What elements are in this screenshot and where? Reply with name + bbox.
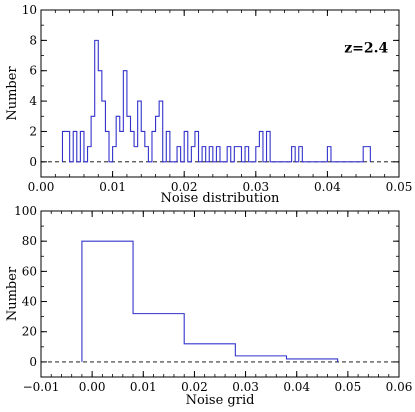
p0-x-tick-label: 0.03	[242, 180, 269, 194]
p0-y-tick-label: 10	[22, 3, 37, 17]
p0-x-axis-label: Noise distribution	[161, 191, 281, 206]
p1-x-tick-label: 0.05	[334, 380, 361, 394]
p0-y-tick-label: 6	[29, 64, 37, 78]
top-histogram-panel: 0.00 0.01 0.02 0.03 0.04 0.05 0 2 4 6 8 10 Noise dis…	[5, 3, 412, 206]
p1-y-tick-label: 100	[14, 204, 37, 218]
p0-redshift-annotation: z=2.4	[344, 41, 388, 57]
p0-y-tick-label: 8	[29, 33, 37, 47]
p0-x-tick-label: 0.02	[171, 180, 198, 194]
p0-y-tick-label: 4	[29, 94, 37, 108]
p1-x-tick-label: 0.02	[181, 380, 208, 394]
p1-histogram-bin	[133, 314, 184, 362]
p1-histogram-series	[81, 240, 339, 362]
p1-x-tick-label: 0.01	[130, 380, 157, 394]
p1-histogram-bin	[82, 241, 133, 362]
p0-x-tick-label: 0.05	[386, 180, 413, 194]
p1-y-tick-label: 20	[22, 325, 37, 339]
p1-y-tick-label: 60	[22, 264, 37, 278]
p1-y-tick-label: 0	[29, 355, 37, 369]
p1-y-tick-label: 80	[22, 234, 37, 248]
p1-y-axis-label: Number	[5, 266, 20, 321]
p1-x-tick-label: 0.00	[79, 380, 106, 394]
p0-y-axis-label: Number	[5, 66, 20, 121]
p1-x-axis-label: Noise grid	[186, 393, 255, 408]
p0-histogram-bin	[134, 147, 138, 162]
p1-x-tick-label: 0.03	[232, 380, 259, 394]
p0-plot-frame	[40, 9, 400, 178]
p0-y-tick-label: 0	[29, 155, 37, 169]
p1-plot-frame	[40, 210, 400, 378]
p0-histogram-series	[61, 39, 371, 163]
p0-x-tick-label: 0.04	[314, 180, 341, 194]
p1-x-tick-label: 0.06	[386, 380, 413, 394]
p1-x-tick-label: 0.04	[283, 380, 310, 394]
p0-x-tick-label: 0.01	[99, 180, 126, 194]
p0-y-tick-label: 2	[29, 124, 37, 138]
bottom-histogram-panel: −0.01 0.00 0.01 0.02 0.03 0.04 0.05 0.06 0 20 40 60…	[5, 204, 412, 408]
p1-x-tick-label: −0.01	[23, 380, 60, 394]
p0-x-tick-label: 0.00	[28, 180, 55, 194]
p1-histogram-bin	[184, 344, 235, 362]
p1-y-tick-label: 40	[22, 295, 37, 309]
p1-histogram-bin	[235, 356, 286, 362]
p0-histogram-bin	[120, 131, 124, 161]
